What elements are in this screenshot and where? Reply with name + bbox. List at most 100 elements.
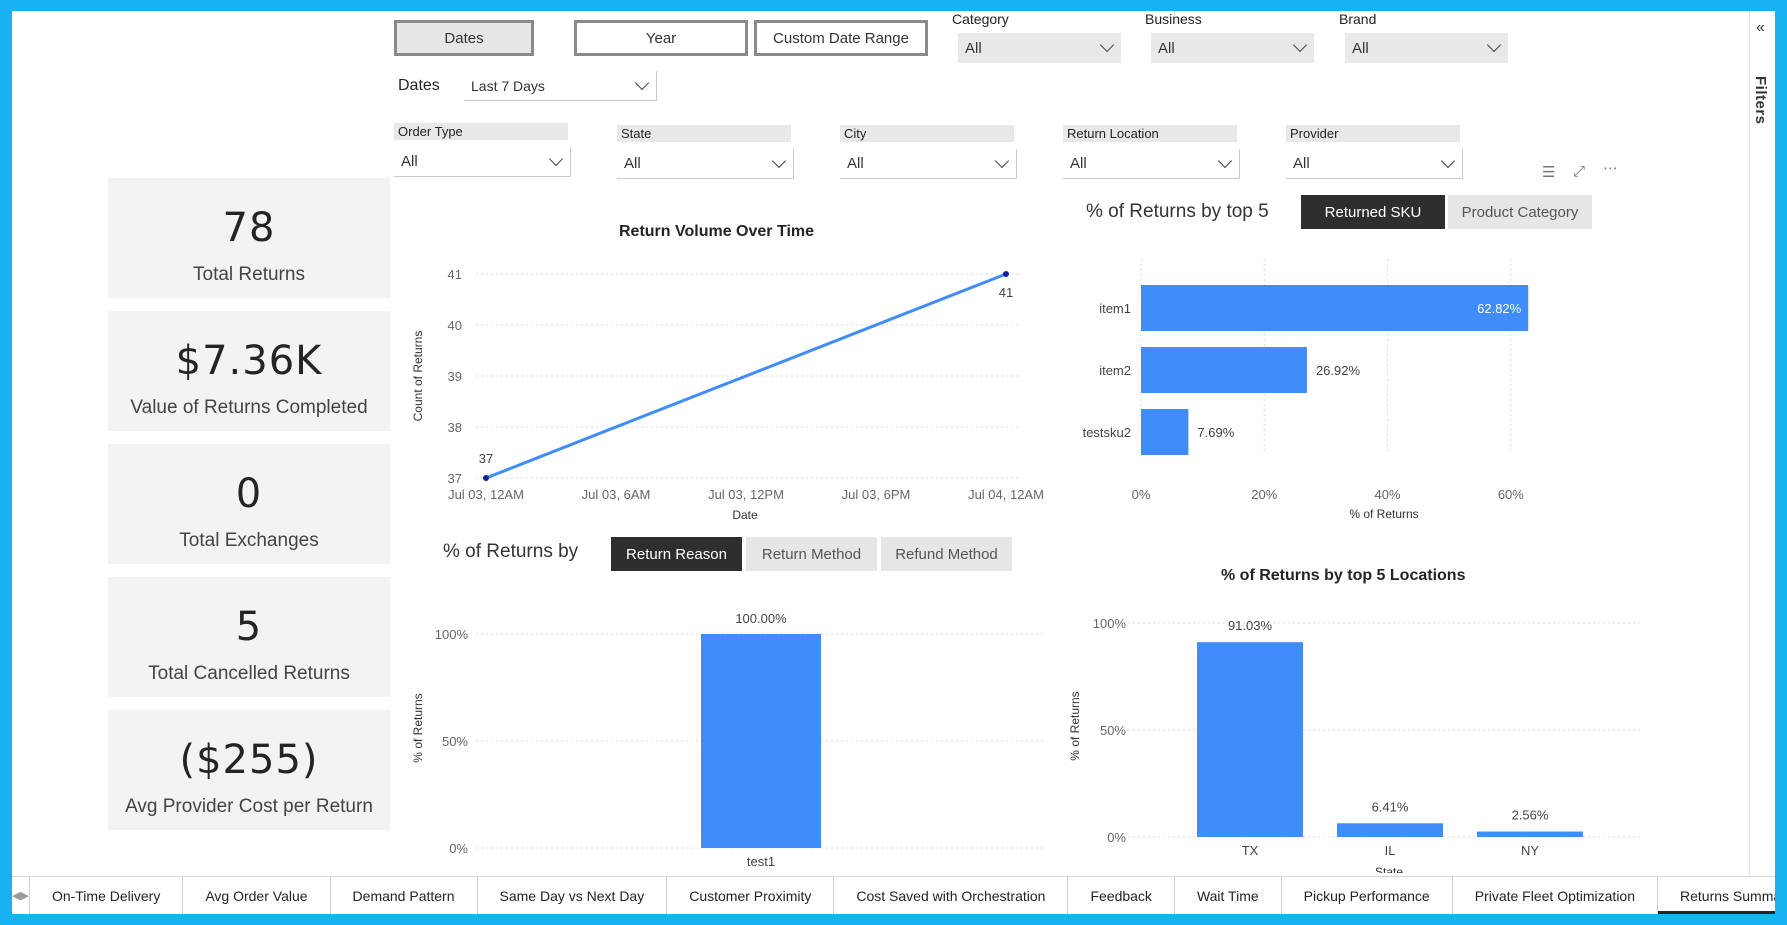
line-chart-title: Return Volume Over Time [619, 223, 815, 240]
kpi-total-cancelled-returns: 5 Total Cancelled Returns [108, 577, 390, 697]
page-tab-wait-time[interactable]: Wait Time [1175, 877, 1282, 914]
kpi-value: $7.36K [175, 338, 323, 384]
category-label: item1 [1099, 301, 1131, 316]
product-category-toggle[interactable]: Product Category [1448, 195, 1592, 229]
dates-slicer-label: Dates [398, 77, 440, 94]
bar [1337, 823, 1443, 837]
locations-chart-title: % of Returns by top 5 Locations [1221, 567, 1466, 584]
filters-label[interactable]: Filters [1752, 76, 1769, 125]
kpi-label: Value of Returns Completed [130, 397, 368, 418]
filters-pane[interactable]: « Filters [1749, 11, 1775, 876]
state-value: All [624, 155, 641, 172]
dates-button[interactable]: Dates [394, 20, 534, 56]
dates-dropdown[interactable]: Last 7 Days [464, 71, 657, 101]
by-section-title: % of Returns by [443, 541, 579, 562]
x-tick-label: Jul 03, 6PM [842, 487, 911, 502]
tab-navigation: ◀ ▶ [12, 877, 30, 914]
bar [701, 634, 821, 848]
page-tab-private-fleet-optimization[interactable]: Private Fleet Optimization [1453, 877, 1659, 914]
page-tab-customer-proximity[interactable]: Customer Proximity [667, 877, 835, 914]
return-volume-line-chart: 37 38 39 40 41 Jul 03, 12AM Jul 03, 6AM Jul 03,… [411, 267, 1044, 522]
page-tab-feedback[interactable]: Feedback [1068, 877, 1175, 914]
city-slicer-label: City [840, 125, 1014, 142]
y-axis-title: Count of Returns [411, 331, 425, 422]
double-chevron-icon[interactable]: « [1756, 19, 1765, 36]
page-tab-returns-summary[interactable]: Returns Summary [1658, 877, 1775, 914]
data-label: 26.92% [1316, 363, 1361, 378]
x-tick-label: 0% [1132, 487, 1151, 502]
tab-prev-icon[interactable]: ◀ [12, 890, 21, 902]
returned-sku-toggle[interactable]: Returned SKU [1301, 195, 1445, 229]
chevron-down-icon [994, 153, 1010, 169]
data-point [483, 475, 489, 481]
provider-dropdown[interactable]: All [1286, 149, 1463, 179]
category-label: test1 [747, 854, 775, 869]
series-line [485, 272, 1007, 480]
x-tick-label: 20% [1251, 487, 1277, 502]
custom-date-range-button[interactable]: Custom Date Range [754, 20, 928, 56]
page-tab-on-time-delivery[interactable]: On-Time Delivery [30, 877, 184, 914]
chevron-down-icon [1292, 37, 1308, 53]
report-canvas: Dates Year Custom Date Range Category Al… [12, 11, 1775, 914]
y-tick-label: 50% [442, 734, 468, 749]
return-location-value: All [1070, 155, 1087, 172]
page-tab-same-day-vs-next-day[interactable]: Same Day vs Next Day [478, 877, 668, 914]
kpi-avg-provider-cost: ($255) Avg Provider Cost per Return [108, 710, 390, 830]
order-type-dropdown[interactable]: All [394, 147, 571, 177]
kpi-total-returns: 78 Total Returns [108, 178, 390, 298]
x-tick-label: Jul 04, 12AM [968, 487, 1044, 502]
year-button[interactable]: Year [574, 20, 748, 56]
page-tab-avg-order-value[interactable]: Avg Order Value [183, 877, 331, 914]
return-location-dropdown[interactable]: All [1063, 149, 1240, 179]
category-slicer-label: Category [952, 11, 1009, 27]
order-type-value: All [401, 153, 418, 170]
business-dropdown[interactable]: All [1151, 33, 1314, 63]
page-tab-pickup-performance[interactable]: Pickup Performance [1282, 877, 1453, 914]
y-tick-label: 0% [1107, 830, 1126, 845]
city-dropdown[interactable]: All [840, 149, 1017, 179]
category-label: IL [1385, 843, 1396, 858]
category-label: TX [1242, 843, 1259, 858]
category-dropdown[interactable]: All [958, 33, 1121, 63]
locations-bar-chart: 0% 50% 100% % of Returns State 91.03% TX 6.41% I… [1068, 616, 1642, 873]
chevron-down-icon [771, 153, 787, 169]
kpi-label: Avg Provider Cost per Return [125, 796, 373, 817]
order-type-slicer-label: Order Type [394, 123, 568, 140]
data-label: 2.56% [1512, 808, 1549, 823]
refund-method-toggle[interactable]: Refund Method [881, 537, 1012, 571]
data-label: 7.69% [1197, 425, 1234, 440]
x-tick-label: Jul 03, 12PM [708, 487, 784, 502]
kpi-value-of-returns: $7.36K Value of Returns Completed [108, 311, 390, 431]
chevron-down-icon [1099, 37, 1115, 53]
y-tick-label: 37 [448, 471, 462, 486]
y-tick-label: 38 [448, 420, 462, 435]
filter-icon[interactable]: ☰ [1542, 164, 1556, 181]
y-tick-label: 100% [1093, 616, 1127, 631]
category-label: testsku2 [1083, 425, 1131, 440]
y-tick-label: 100% [435, 627, 469, 642]
chevron-down-icon [1440, 153, 1456, 169]
y-axis-title: % of Returns [1068, 691, 1082, 760]
return-method-toggle[interactable]: Return Method [746, 537, 877, 571]
chevron-down-icon [548, 151, 564, 167]
top5-section-title: % of Returns by top 5 [1086, 201, 1269, 222]
return-reason-toggle[interactable]: Return Reason [611, 537, 742, 571]
state-dropdown[interactable]: All [617, 149, 794, 179]
x-axis-title: State [1375, 865, 1403, 873]
business-value: All [1158, 39, 1175, 57]
more-options-icon[interactable]: ⋯ [1603, 160, 1618, 177]
tab-next-icon[interactable]: ▶ [20, 890, 29, 902]
bar [1197, 642, 1303, 837]
bar [1141, 285, 1529, 331]
x-tick-label: Jul 03, 6AM [582, 487, 651, 502]
return-reason-bar-chart: 0% 50% 100% % of Returns 100.00% test1 [411, 611, 1046, 869]
brand-dropdown[interactable]: All [1345, 33, 1508, 63]
page-tab-demand-pattern[interactable]: Demand Pattern [331, 877, 478, 914]
kpi-label: Total Returns [193, 264, 305, 285]
page-tab-cost-saved-with-orchestration[interactable]: Cost Saved with Orchestration [834, 877, 1069, 914]
chevron-down-icon [634, 75, 650, 91]
y-tick-label: 41 [448, 267, 462, 282]
focus-mode-icon[interactable]: ⤢ [1573, 163, 1586, 180]
brand-value: All [1352, 39, 1369, 57]
provider-value: All [1293, 155, 1310, 172]
